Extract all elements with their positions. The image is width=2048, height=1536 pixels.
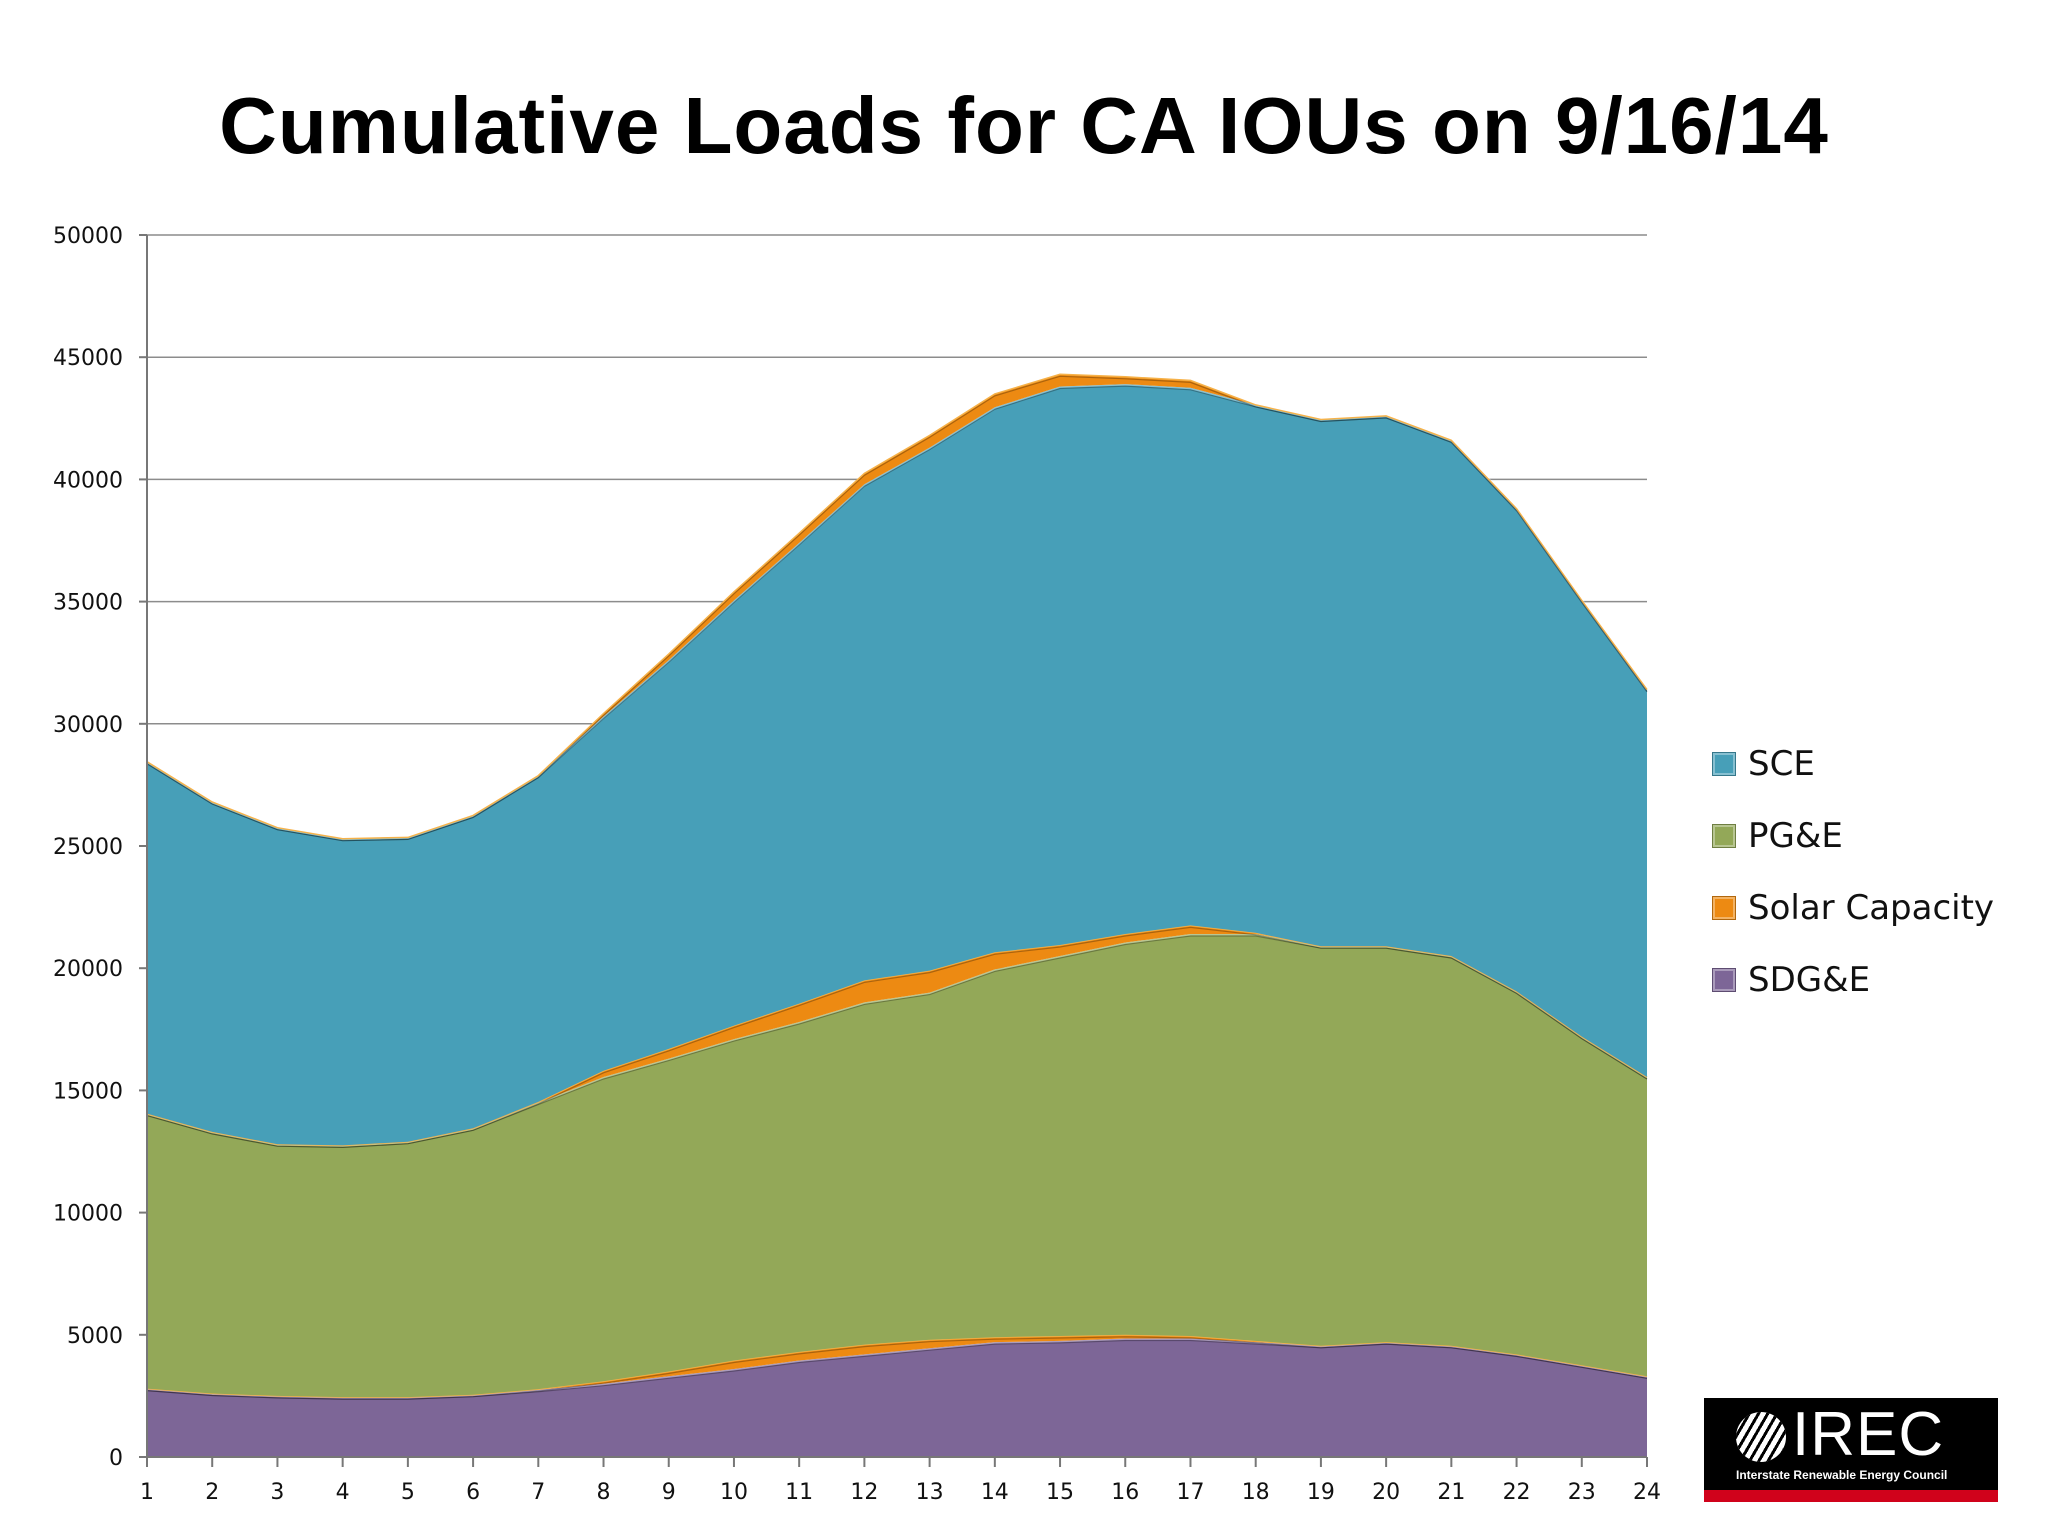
legend-item-sdge: SDG&E bbox=[1712, 944, 1994, 1016]
x-tick-label: 23 bbox=[1568, 1480, 1596, 1505]
x-tick-label: 11 bbox=[785, 1480, 813, 1505]
legend: SCE PG&E Solar Capacity SDG&E bbox=[1712, 728, 1994, 1016]
area-solar-capacity bbox=[147, 1334, 1647, 1398]
y-tick-label: 5000 bbox=[67, 1324, 123, 1349]
chart-title: Cumulative Loads for CA IOUs on 9/16/14 bbox=[219, 81, 1829, 170]
y-tick-label: 25000 bbox=[53, 835, 123, 860]
area-sdg-e bbox=[147, 1338, 1647, 1457]
x-tick-label: 21 bbox=[1437, 1480, 1465, 1505]
x-tick-label: 16 bbox=[1111, 1480, 1139, 1505]
legend-item-solar: Solar Capacity bbox=[1712, 872, 1994, 944]
logo-subtitle: Interstate Renewable Energy Council bbox=[1736, 1468, 1948, 1482]
logo-red-bar bbox=[1704, 1490, 1998, 1502]
area-edge-shadow bbox=[146, 926, 1648, 1149]
y-tick-label: 10000 bbox=[53, 1202, 123, 1227]
x-tick-label: 1 bbox=[140, 1480, 154, 1505]
y-tick-label: 20000 bbox=[53, 957, 123, 982]
x-tick-label: 19 bbox=[1307, 1480, 1335, 1505]
x-tick-label: 17 bbox=[1176, 1480, 1204, 1505]
irec-globe-icon bbox=[1736, 1412, 1786, 1462]
area-pg-e bbox=[147, 934, 1647, 1398]
legend-swatch-solar bbox=[1712, 896, 1736, 920]
legend-swatch-pge bbox=[1712, 824, 1736, 848]
y-tick-labels: 0 5000 10000 15000 20000 25000 30000 35000 40000… bbox=[53, 224, 123, 1471]
axes bbox=[139, 234, 1648, 1467]
x-tick-label: 4 bbox=[336, 1480, 350, 1505]
x-tick-label: 22 bbox=[1503, 1480, 1531, 1505]
x-tick-label: 9 bbox=[662, 1480, 676, 1505]
irec-logo: IREC Interstate Renewable Energy Council bbox=[1704, 1398, 1998, 1502]
x-tick-label: 15 bbox=[1046, 1480, 1074, 1505]
x-tick-label: 13 bbox=[916, 1480, 944, 1505]
area-edge-shadow bbox=[146, 1336, 1648, 1400]
legend-label-pge: PG&E bbox=[1748, 816, 1843, 856]
y-tick-label: 30000 bbox=[53, 713, 123, 738]
x-tick-labels: 1 2 3 4 5 6 7 8 9 10 11 12 13 14 15 16 17 18 19 20 21 22 23 24 bbox=[140, 1480, 1661, 1505]
x-tick-label: 8 bbox=[597, 1480, 611, 1505]
x-tick-label: 14 bbox=[981, 1480, 1009, 1505]
y-tick-label: 35000 bbox=[53, 591, 123, 616]
x-tick-label: 24 bbox=[1633, 1480, 1661, 1505]
x-tick-label: 7 bbox=[531, 1480, 545, 1505]
area-edge-shadow bbox=[146, 935, 1648, 1149]
x-tick-label: 10 bbox=[720, 1480, 748, 1505]
legend-item-sce: SCE bbox=[1712, 728, 1994, 800]
area-sce bbox=[147, 384, 1647, 1146]
series-areas bbox=[146, 373, 1649, 1457]
x-tick-label: 6 bbox=[466, 1480, 480, 1505]
x-tick-label: 3 bbox=[270, 1480, 284, 1505]
y-tick-label: 0 bbox=[109, 1446, 123, 1471]
y-tick-label: 40000 bbox=[53, 468, 123, 493]
area-edge-shadow bbox=[146, 385, 1648, 842]
legend-label-solar: Solar Capacity bbox=[1748, 888, 1995, 928]
logo-text: IREC bbox=[1792, 1400, 1945, 1469]
y-tick-label: 15000 bbox=[53, 1079, 123, 1104]
legend-swatch-sdge bbox=[1712, 968, 1736, 992]
legend-label-sce: SCE bbox=[1748, 744, 1815, 784]
legend-item-pge: PG&E bbox=[1712, 800, 1994, 872]
x-tick-label: 5 bbox=[401, 1480, 415, 1505]
x-tick-label: 18 bbox=[1242, 1480, 1270, 1505]
area-edge-shadow bbox=[146, 1339, 1648, 1400]
x-tick-label: 2 bbox=[205, 1480, 219, 1505]
y-tick-label: 45000 bbox=[53, 346, 123, 371]
x-tick-label: 12 bbox=[850, 1480, 878, 1505]
x-tick-label: 20 bbox=[1372, 1480, 1400, 1505]
area-edge bbox=[146, 373, 1648, 840]
y-tick-label: 50000 bbox=[53, 224, 123, 249]
legend-label-sdge: SDG&E bbox=[1748, 960, 1871, 1000]
legend-swatch-sce bbox=[1712, 752, 1736, 776]
area-edge-shadow bbox=[146, 375, 1648, 842]
